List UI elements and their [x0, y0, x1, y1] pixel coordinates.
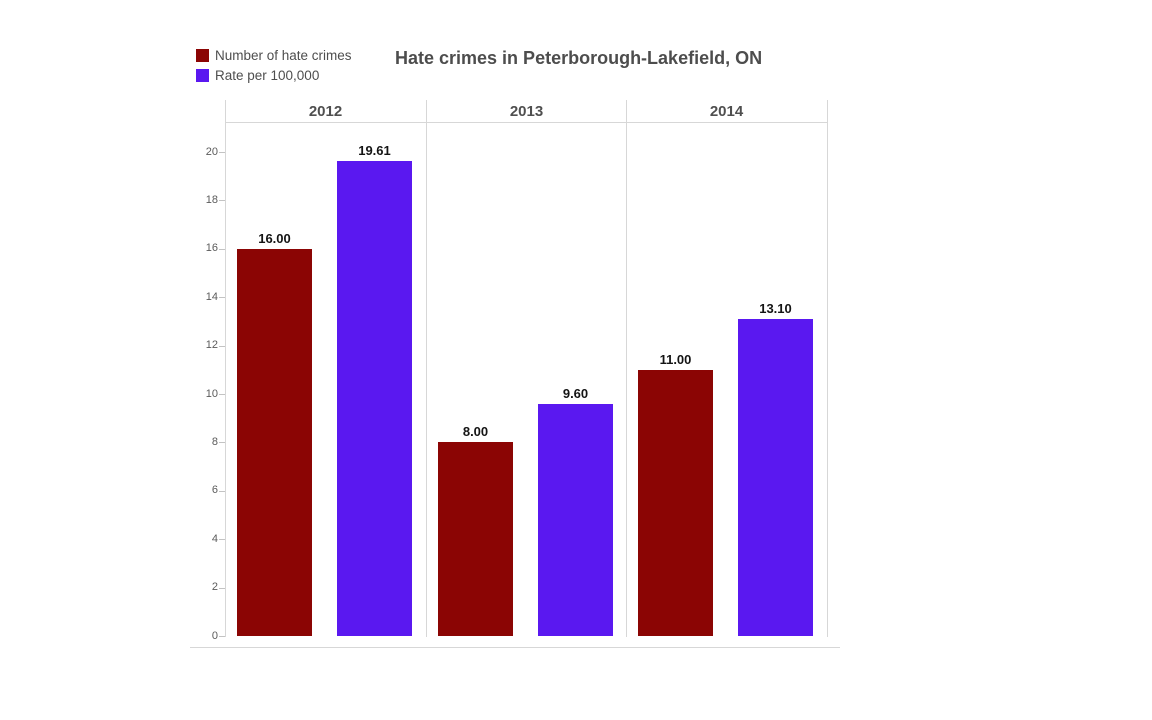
- bar-2012-rate: [337, 161, 412, 636]
- y-tick-mark-12: [219, 346, 225, 347]
- bar-2013-count: [438, 442, 513, 636]
- y-tick-label-6: 6: [211, 484, 218, 496]
- legend-item-count: Number of hate crimes: [196, 45, 352, 65]
- panel-divider: [626, 100, 627, 637]
- bar-2012-count: [237, 249, 312, 636]
- bar-value-2014-count: 11.00: [659, 352, 692, 367]
- chart-legend: Number of hate crimes Rate per 100,000: [196, 45, 352, 85]
- legend-item-rate: Rate per 100,000: [196, 65, 352, 85]
- legend-label-rate: Rate per 100,000: [215, 67, 320, 83]
- y-tick-label-12: 12: [205, 339, 218, 351]
- y-tick-mark-10: [219, 394, 225, 395]
- chart-bottom-border: [190, 647, 840, 648]
- panel-header-divider: [225, 122, 827, 123]
- bar-value-2012-count: 16.00: [258, 231, 291, 246]
- y-tick-mark-16: [219, 249, 225, 250]
- chart-title: Hate crimes in Peterborough-Lakefield, O…: [395, 48, 763, 68]
- y-tick-label-16: 16: [205, 242, 218, 254]
- y-tick-mark-6: [219, 491, 225, 492]
- bar-2014-count: [638, 370, 713, 636]
- bar-value-2012-rate: 19.61: [358, 143, 391, 158]
- panel-header-2013: 2013: [509, 103, 544, 120]
- y-tick-label-0: 0: [211, 630, 218, 642]
- y-tick-mark-14: [219, 297, 225, 298]
- legend-swatch-count-icon: [196, 48, 209, 62]
- bar-2014-rate: [738, 319, 813, 636]
- bar-value-2014-rate: 13.10: [759, 301, 792, 316]
- y-tick-mark-20: [219, 152, 225, 153]
- y-tick-label-20: 20: [205, 146, 218, 158]
- plot-right-border: [827, 100, 828, 637]
- y-tick-mark-8: [219, 442, 225, 443]
- legend-label-count: Number of hate crimes: [215, 47, 352, 63]
- y-tick-label-14: 14: [205, 291, 218, 303]
- y-tick-label-4: 4: [211, 533, 218, 545]
- y-axis-line: [225, 100, 226, 637]
- panel-header-2014: 2014: [709, 103, 744, 120]
- panel-header-2012: 2012: [308, 103, 343, 120]
- y-tick-mark-18: [219, 200, 225, 201]
- legend-swatch-rate-icon: [196, 68, 209, 82]
- bar-value-2013-count: 8.00: [462, 424, 489, 439]
- bar-2013-rate: [538, 404, 613, 636]
- y-tick-mark-4: [219, 539, 225, 540]
- y-tick-mark-0: [219, 636, 225, 637]
- bar-value-2013-rate: 9.60: [562, 386, 589, 401]
- panel-divider: [426, 100, 427, 637]
- y-tick-label-2: 2: [211, 581, 218, 593]
- y-tick-label-10: 10: [205, 388, 218, 400]
- y-tick-mark-2: [219, 588, 225, 589]
- y-tick-label-8: 8: [211, 436, 218, 448]
- y-tick-label-18: 18: [205, 194, 218, 206]
